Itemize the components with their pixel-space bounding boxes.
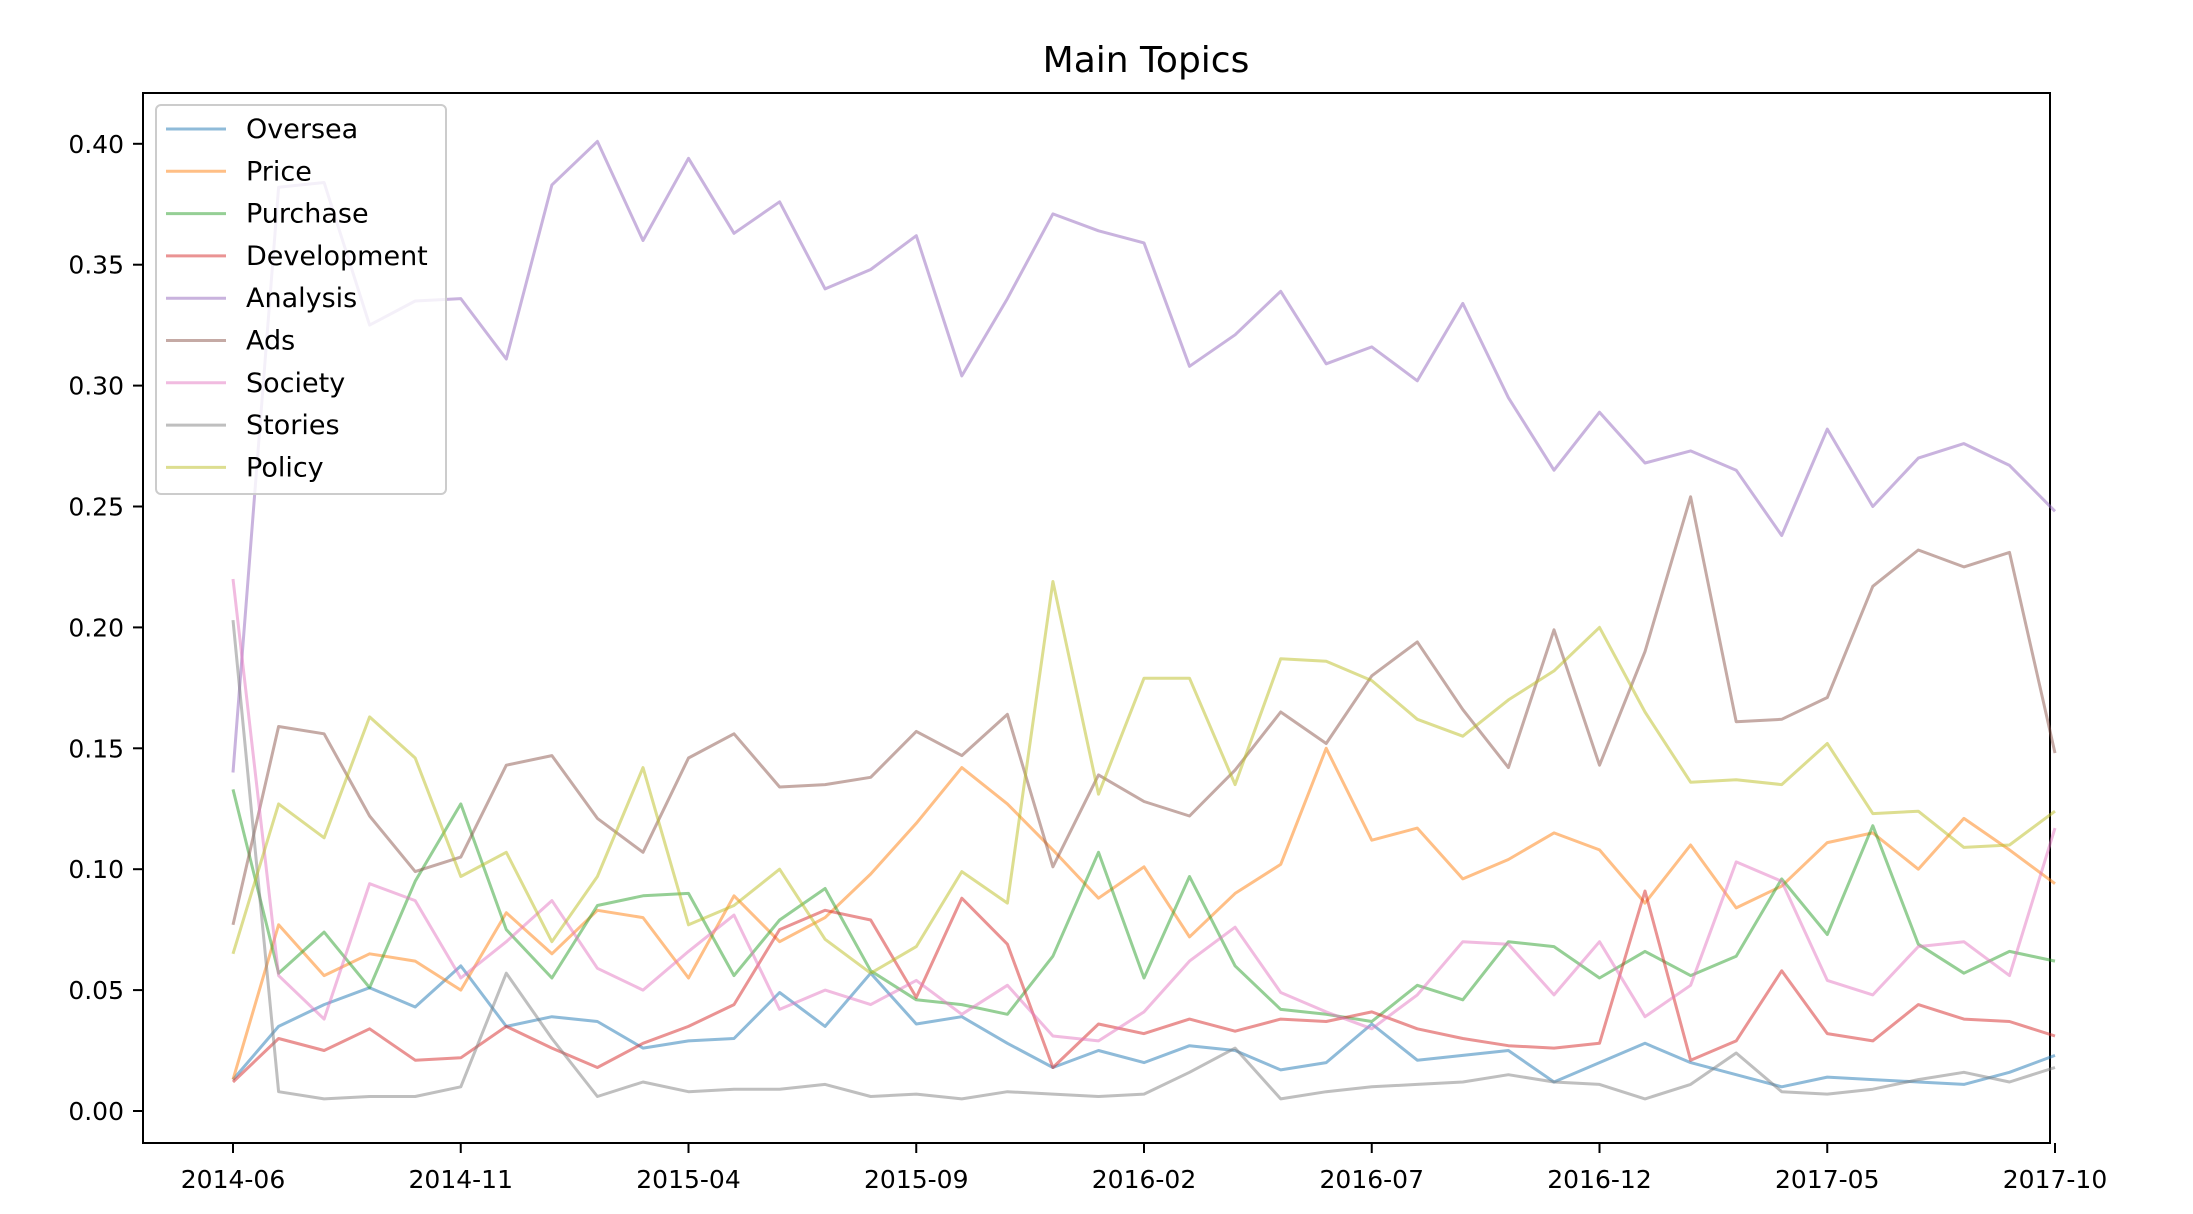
x-tick-label: 2016-12: [1547, 1165, 1651, 1194]
x-tick-label: 2017-05: [1775, 1165, 1879, 1194]
legend-label-development: Development: [246, 241, 428, 272]
plot-area-frame: [142, 92, 2051, 1144]
x-tick-label: 2015-09: [864, 1165, 968, 1194]
legend-label-stories: Stories: [246, 410, 340, 441]
x-tick-label: 2014-06: [181, 1165, 285, 1194]
series-line-purchase: [231, 789, 2056, 1023]
series-line-analysis: [231, 139, 2057, 773]
legend-label-ads: Ads: [246, 326, 295, 357]
y-tick-label: 0.40: [68, 130, 124, 159]
x-axis: 2014-06 2014-11 2015-04 2015-09 2016-02 2016-…: [181, 1143, 2107, 1194]
y-tick-label: 0.20: [68, 613, 124, 642]
series-line-price: [231, 746, 2056, 1081]
x-tick-label: 2017-10: [2003, 1165, 2107, 1194]
legend-label-purchase: Purchase: [246, 199, 369, 230]
y-tick-label: 0.10: [68, 855, 124, 884]
legend-label-policy: Policy: [246, 452, 324, 483]
x-tick-label: 2015-04: [636, 1165, 740, 1194]
legend-label-society: Society: [246, 368, 345, 399]
legend-label-oversea: Oversea: [246, 114, 358, 145]
legend-label-analysis: Analysis: [246, 283, 357, 314]
legend-label-price: Price: [246, 156, 312, 187]
series-line-policy: [231, 580, 2056, 975]
x-tick-label: 2016-07: [1320, 1165, 1424, 1194]
chart-title: Main Topics: [1043, 40, 1250, 81]
series-line-ads: [231, 495, 2057, 926]
y-tick-label: 0.35: [68, 251, 124, 280]
x-tick-label: 2016-02: [1092, 1165, 1196, 1194]
y-tick-label: 0.15: [68, 734, 124, 763]
y-axis: 0.00 0.05 0.10 0.15 0.20 0.25 0.30 0.35 0.40: [68, 130, 143, 1126]
series-lines: [231, 139, 2057, 1101]
y-tick-label: 0.30: [68, 372, 124, 401]
legend: Oversea Price Purchase Development Analysis A…: [155, 104, 447, 495]
y-tick-label: 0.05: [68, 976, 124, 1005]
series-line-oversea: [231, 964, 2056, 1089]
y-tick-label: 0.00: [68, 1097, 124, 1126]
x-tick-label: 2014-11: [409, 1165, 513, 1194]
series-line-stories: [231, 619, 2056, 1101]
series-line-development: [231, 889, 2056, 1084]
legend-box: [155, 104, 447, 495]
y-tick-label: 0.25: [68, 493, 124, 522]
